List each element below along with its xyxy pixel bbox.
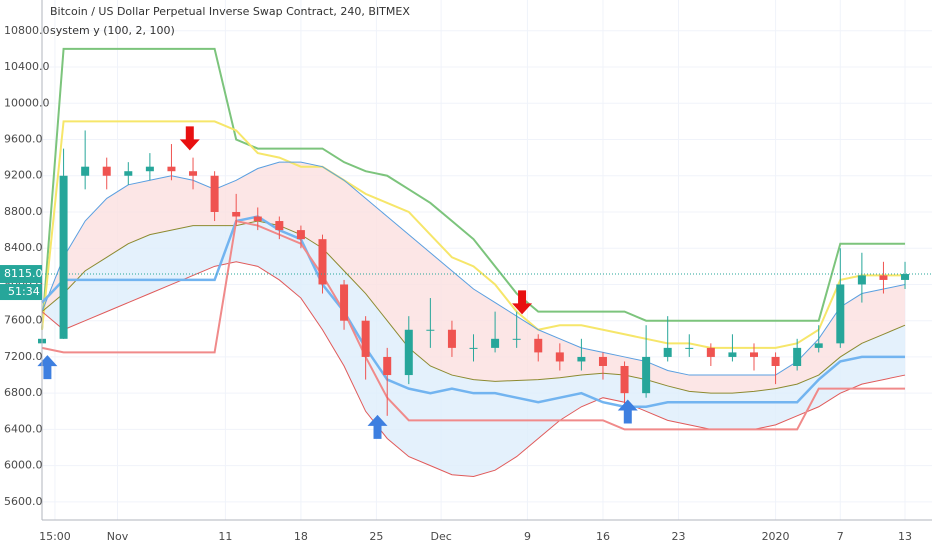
candle-body: [253, 216, 262, 222]
candle-body: [534, 338, 543, 353]
y-tick-label: 6800.0: [4, 386, 43, 399]
indicator-line: [41, 215, 906, 409]
candle-body: [210, 175, 219, 212]
y-tick-label: 9600.0: [4, 133, 43, 146]
candle-body: [577, 356, 586, 362]
candle-body: [663, 347, 672, 357]
y-tick-label: 10000.0: [4, 96, 50, 109]
candle-body: [232, 211, 241, 217]
y-tick-label: 6400.0: [4, 422, 43, 435]
x-tick-label: 2020: [762, 530, 790, 543]
candle-body: [793, 347, 802, 366]
indicator-line: [41, 161, 906, 376]
x-tick-label: 16: [596, 530, 610, 543]
x-tick-label: 25: [369, 530, 383, 543]
candle-body: [296, 230, 305, 240]
indicator-line: [41, 120, 906, 349]
candle-body: [728, 352, 737, 357]
x-tick-label: 9: [524, 530, 531, 543]
last-price-badge: [0, 265, 42, 284]
candle-body: [59, 175, 68, 339]
candle-body: [512, 338, 521, 340]
candle-body: [145, 166, 154, 172]
candle-body: [857, 275, 866, 285]
indicator-line: [41, 47, 906, 330]
y-tick-label: 5600.0: [4, 495, 43, 508]
y-tick-label: 10400.0: [4, 60, 50, 73]
candle-body: [879, 275, 888, 280]
candle-body: [685, 347, 694, 349]
band-fill: [42, 221, 906, 477]
candle-body: [620, 365, 629, 394]
plot-area: [37, 0, 932, 520]
candle-body: [318, 239, 327, 285]
countdown-label: 51:34: [8, 285, 40, 298]
x-tick-label: 7: [837, 530, 844, 543]
candle-body: [469, 347, 478, 349]
candle-body: [275, 221, 284, 231]
candle-body: [642, 356, 651, 394]
last-price-label: 8115.0: [4, 267, 43, 280]
candle-body: [706, 347, 715, 357]
signal-arrow: [512, 290, 533, 315]
y-tick-label: 7600.0: [4, 314, 43, 327]
y-tick-label: 7200.0: [4, 350, 43, 363]
candle-body: [750, 352, 758, 357]
indicator-line: [41, 220, 906, 394]
candle-body: [361, 320, 370, 357]
candle-body: [555, 352, 564, 362]
candle-body: [836, 284, 845, 344]
indicator-title: system y (100, 2, 100): [50, 24, 175, 37]
candle-body: [383, 356, 392, 376]
indicator-line: [41, 219, 906, 431]
x-tick-label: Nov: [107, 530, 129, 543]
x-tick-label: 13: [898, 530, 912, 543]
candle-body: [81, 166, 90, 176]
y-tick-label: 9200.0: [4, 169, 43, 182]
candle-body: [124, 171, 133, 176]
signal-arrow: [179, 126, 200, 151]
candle-body: [102, 166, 111, 176]
y-tick-label: 8400.0: [4, 241, 43, 254]
chart-title: Bitcoin / US Dollar Perpetual Inverse Sw…: [50, 5, 410, 18]
indicator-line: [41, 261, 906, 478]
candle-body: [189, 171, 198, 176]
x-tick-label: 11: [218, 530, 232, 543]
signal-arrow: [617, 399, 638, 424]
signal-arrow: [367, 414, 388, 439]
x-tick-label: 18: [294, 530, 308, 543]
x-tick-label: 23: [671, 530, 685, 543]
y-tick-label: 10800.0: [4, 24, 50, 37]
y-tick-label: 6000.0: [4, 459, 43, 472]
candle-body: [491, 338, 500, 348]
x-tick-label: 15:00: [39, 530, 71, 543]
candle-body: [814, 343, 823, 348]
countdown-badge: [0, 284, 42, 301]
candle-body: [771, 356, 780, 366]
candle-body: [447, 329, 456, 348]
candle-body: [340, 284, 349, 321]
candle-body: [901, 274, 910, 280]
candle-body: [404, 329, 413, 376]
x-tick-label: Dec: [431, 530, 452, 543]
candle-body: [426, 329, 435, 331]
candle-body: [167, 166, 176, 172]
y-tick-label: 8800.0: [4, 205, 43, 218]
candle-body: [598, 356, 607, 366]
